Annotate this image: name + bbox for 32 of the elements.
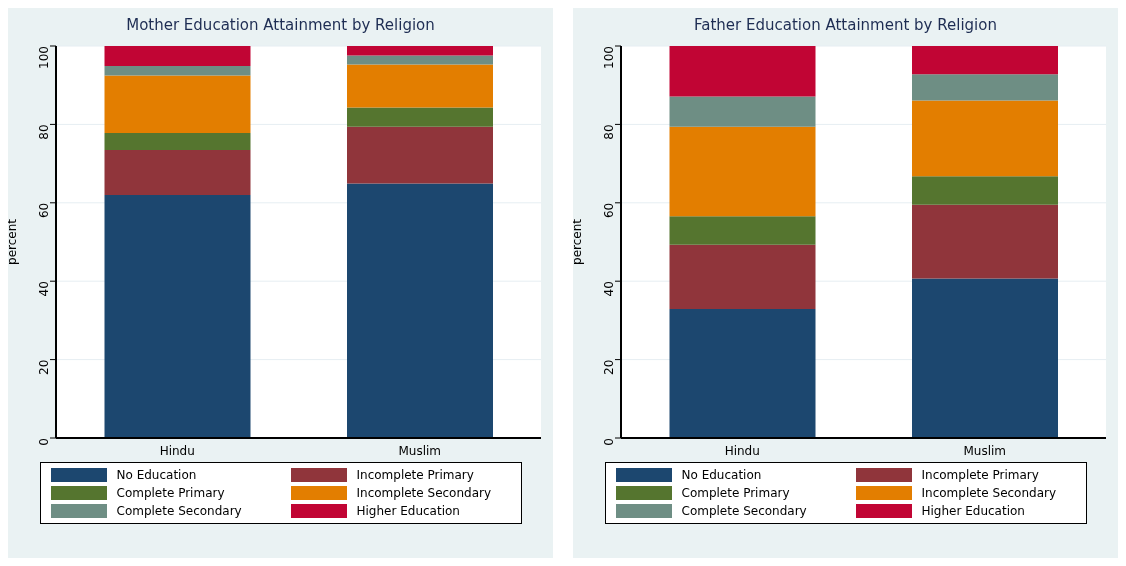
x-tick-label: Hindu [159,443,195,458]
y-tick-label: 80 [37,124,52,140]
y-axis-title: percent [570,218,585,265]
chart-title: Father Education Attainment by Religion [693,16,998,36]
y-tick-label: 60 [37,202,52,219]
legend-label: Incomplete Primary [356,468,474,482]
y-tick-label: 0 [37,438,52,446]
y-tick-label: 0 [602,438,617,446]
y-tick-label: 20 [602,359,617,375]
legend-label: No Education [681,468,762,482]
legend-label: Incomplete Primary [921,468,1039,482]
legend-label: Complete Secondary [681,504,807,518]
x-tick-label: Muslim [398,443,442,458]
y-tick-label: 100 [37,46,52,69]
legend-label: Higher Education [356,504,460,518]
legend-label: Incomplete Secondary [356,486,492,500]
legend-label: Complete Primary [681,486,790,500]
chart-title: Mother Education Attainment by Religion [125,16,436,36]
legend-label: No Education [116,468,197,482]
y-tick-label: 60 [602,202,617,219]
legend-label: Incomplete Secondary [921,486,1057,500]
x-tick-label: Muslim [963,443,1007,458]
y-axis-title: percent [5,218,20,265]
legend-label: Complete Primary [116,486,225,500]
y-tick-label: 40 [602,281,617,297]
legend-label: Higher Education [921,504,1025,518]
x-tick-label: Hindu [724,443,760,458]
legend-label: Complete Secondary [116,504,242,518]
y-tick-label: 20 [37,359,52,375]
y-tick-label: 80 [602,124,617,140]
y-tick-label: 100 [602,46,617,69]
y-tick-label: 40 [37,281,52,297]
